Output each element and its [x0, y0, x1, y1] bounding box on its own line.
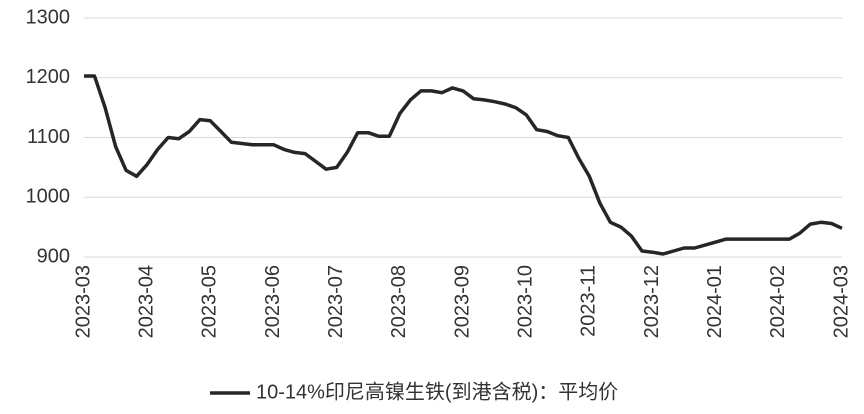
y-tick-label: 1000	[26, 186, 71, 208]
x-tick-label: 2023-05	[199, 265, 221, 338]
x-tick-label: 2023-12	[641, 265, 663, 338]
x-tick-label: 2024-01	[704, 265, 726, 338]
x-tick-label: 2023-11	[578, 265, 600, 337]
x-tick-label: 2024-02	[767, 265, 789, 338]
x-tick-label: 2024-03	[830, 265, 852, 338]
legend-label: 10-14%印尼高镍生铁(到港含税)：平均价	[256, 380, 618, 403]
x-tick-label: 2023-03	[72, 265, 94, 338]
y-tick-label: 1100	[27, 126, 70, 148]
x-tick-label: 2023-10	[514, 265, 536, 338]
x-tick-label: 2023-09	[451, 265, 473, 338]
x-tick-label: 2023-07	[325, 265, 347, 338]
x-tick-label: 2023-08	[388, 265, 410, 338]
y-tick-label: 1300	[26, 6, 71, 28]
x-tick-label: 2023-04	[135, 265, 157, 338]
series-line	[84, 74, 843, 256]
y-tick-label: 900	[37, 245, 70, 267]
y-tick-label: 1200	[26, 66, 71, 88]
x-tick-label: 2023-06	[262, 265, 284, 338]
